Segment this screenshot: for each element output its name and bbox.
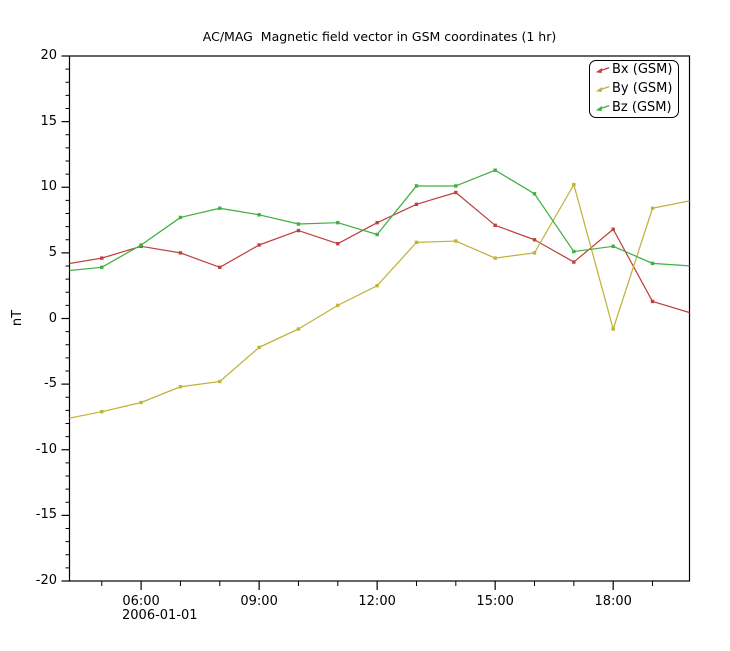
- legend: Bx (GSM) By (GSM) Bz (GSM): [589, 60, 679, 118]
- data-point-marker: [572, 260, 576, 264]
- data-point-marker: [375, 232, 379, 237]
- data-point-marker: [336, 220, 340, 225]
- series-line: [69, 191, 690, 314]
- data-point-marker: [572, 249, 576, 254]
- x-axis-date-label: 2006-01-01: [122, 608, 198, 623]
- series-line: [69, 169, 690, 272]
- legend-row: Bz (GSM): [595, 98, 678, 117]
- data-point-marker: [454, 190, 458, 195]
- data-point-marker: [100, 256, 104, 260]
- data-point-marker: [650, 299, 655, 304]
- y-tick-label: 10: [40, 179, 57, 195]
- data-point-marker: [493, 168, 497, 172]
- data-point-marker: [61, 270, 64, 273]
- data-point-marker: [178, 215, 183, 220]
- data-point-marker: [454, 239, 458, 243]
- data-point-marker: [611, 227, 615, 231]
- data-point-marker: [336, 241, 340, 246]
- data-point-marker: [257, 345, 261, 350]
- data-point-marker: [493, 223, 497, 228]
- legend-line-arrow-icon: [595, 85, 610, 93]
- legend-line-arrow-icon: [595, 104, 610, 111]
- legend-row: By (GSM): [595, 80, 678, 99]
- series-bz: [61, 168, 693, 273]
- data-point-marker: [532, 192, 537, 196]
- data-point-marker: [61, 418, 64, 421]
- data-point-marker: [139, 243, 143, 247]
- data-point-marker: [218, 379, 222, 384]
- data-point-marker: [532, 251, 537, 255]
- y-tick-label: -10: [35, 441, 57, 457]
- data-point-marker: [296, 222, 301, 226]
- plot-frame: [68, 55, 691, 582]
- legend-label: Bz (GSM): [612, 99, 672, 115]
- series-bx: [61, 190, 693, 315]
- data-point-marker: [414, 240, 419, 245]
- legend-row: Bx (GSM): [595, 61, 678, 80]
- data-point-marker: [650, 261, 655, 266]
- data-point-marker: [178, 251, 183, 255]
- legend-label: Bx (GSM): [612, 62, 673, 78]
- data-point-marker: [572, 182, 576, 187]
- data-point-marker: [218, 206, 222, 210]
- y-tick-label: 0: [48, 310, 57, 326]
- y-tick-label: 20: [40, 48, 57, 63]
- data-point-marker: [650, 206, 655, 210]
- data-point-marker: [375, 283, 379, 288]
- data-point-marker: [611, 244, 615, 249]
- data-point-marker: [532, 238, 537, 242]
- data-point-marker: [296, 228, 301, 233]
- data-point-marker: [218, 265, 222, 270]
- series-line: [69, 184, 690, 419]
- x-tick-label: 18:00: [594, 594, 632, 609]
- legend-label: By (GSM): [612, 81, 673, 96]
- y-tick-label: 15: [40, 113, 57, 129]
- chart-title: AC/MAG Magnetic field vector in GSM coor…: [202, 29, 557, 44]
- data-point-marker: [296, 327, 301, 331]
- data-point-marker: [257, 213, 261, 217]
- y-tick-label: -5: [44, 376, 57, 392]
- data-point-marker: [414, 184, 419, 188]
- y-tick-label: -20: [35, 573, 57, 588]
- data-point-marker: [61, 263, 64, 266]
- y-tick-label: -15: [35, 507, 57, 523]
- data-point-marker: [178, 385, 183, 389]
- legend-line-arrow-icon: [595, 67, 610, 74]
- data-point-marker: [690, 199, 693, 202]
- data-point-marker: [100, 265, 104, 270]
- data-point-marker: [690, 312, 693, 315]
- x-tick-label: 06:00: [122, 594, 160, 609]
- x-tick-label: 09:00: [240, 594, 278, 609]
- data-point-marker: [493, 256, 497, 260]
- data-point-marker: [375, 220, 379, 225]
- x-tick-label: 12:00: [358, 594, 396, 609]
- data-point-marker: [414, 202, 419, 207]
- data-point-marker: [257, 243, 261, 247]
- data-point-marker: [336, 303, 340, 308]
- data-point-marker: [690, 264, 693, 267]
- series-by: [61, 182, 693, 421]
- data-point-marker: [611, 327, 615, 331]
- x-tick-label: 15:00: [476, 594, 514, 609]
- y-tick-label: 5: [48, 244, 57, 260]
- data-point-marker: [139, 400, 143, 405]
- data-point-marker: [454, 184, 458, 188]
- data-point-marker: [100, 409, 104, 414]
